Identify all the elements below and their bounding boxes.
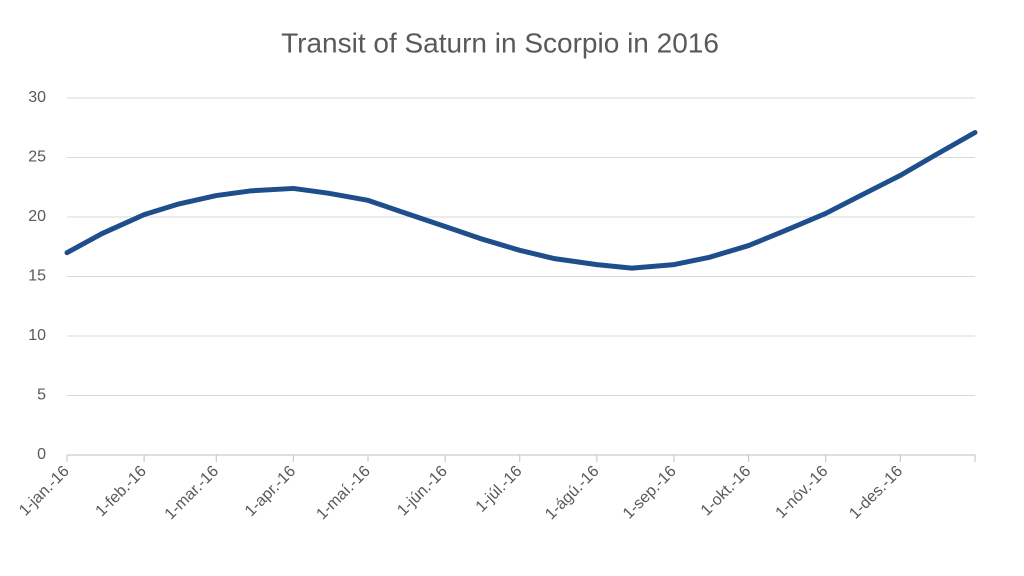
data-line bbox=[64, 130, 978, 271]
y-tick-label: 30 bbox=[28, 89, 46, 106]
y-tick-label: 25 bbox=[28, 149, 46, 166]
y-tick-label: 0 bbox=[37, 446, 46, 463]
chart-title: Transit of Saturn in Scorpio in 2016 bbox=[281, 27, 719, 58]
y-tick-label: 10 bbox=[28, 327, 46, 344]
y-tick-label: 20 bbox=[28, 208, 46, 225]
y-tick-label: 5 bbox=[37, 387, 46, 404]
y-tick-label: 15 bbox=[28, 268, 46, 285]
